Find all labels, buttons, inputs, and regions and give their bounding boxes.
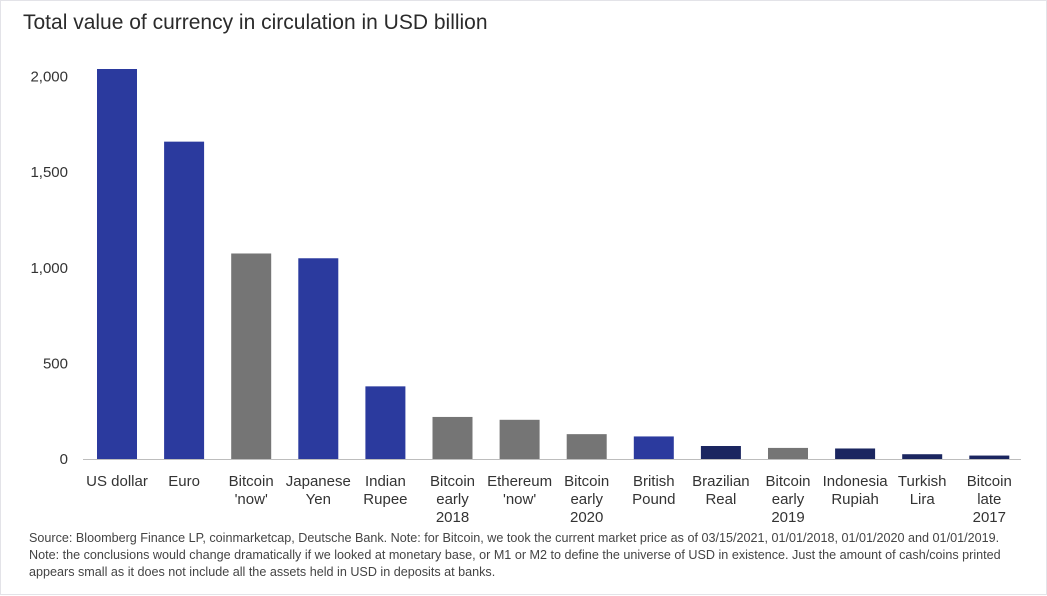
x-tick-label: Indonesia Rupiah xyxy=(823,473,889,508)
bar xyxy=(432,416,473,459)
x-tick-label: Turkish Lira xyxy=(898,473,947,508)
bar xyxy=(969,455,1010,459)
bar xyxy=(365,386,406,459)
bar xyxy=(700,446,741,459)
x-tick-label: Bitcoin late 2017 xyxy=(967,473,1012,526)
x-tick-label: Brazilian Real xyxy=(692,473,750,508)
x-tick-label: Bitcoin early 2020 xyxy=(564,473,609,526)
bar xyxy=(97,69,137,459)
x-tick-label: Bitcoin early 2019 xyxy=(765,473,810,526)
bar xyxy=(298,258,339,459)
y-tick-label: 1,000 xyxy=(30,260,68,277)
bar xyxy=(902,454,943,459)
x-tick-label: US dollar xyxy=(86,473,148,490)
x-tick-label: British Pound xyxy=(632,473,675,508)
y-tick-label: 0 xyxy=(60,451,68,468)
x-tick-label: Euro xyxy=(168,473,200,490)
bar xyxy=(835,448,876,459)
bar xyxy=(566,434,607,459)
x-tick-label: Bitcoin'now' xyxy=(229,473,274,508)
bar xyxy=(231,253,272,459)
bar xyxy=(164,141,205,459)
y-tick-label: 2,000 xyxy=(30,69,68,86)
x-tick-label: Ethereum'now' xyxy=(487,473,552,508)
source-note: Source: Bloomberg Finance LP, coinmarket… xyxy=(29,531,1001,579)
bar xyxy=(768,447,808,459)
x-tick-label: Japanese Yen xyxy=(286,473,351,508)
x-tick-label: Indian Rupee xyxy=(363,473,407,508)
chart-title: Total value of currency in circulation i… xyxy=(23,11,488,34)
y-tick-label: 1,500 xyxy=(30,164,68,181)
bar xyxy=(633,436,674,459)
x-tick-label: Bitcoin early 2018 xyxy=(430,473,475,526)
bar xyxy=(499,419,540,459)
y-tick-label: 500 xyxy=(43,355,68,372)
